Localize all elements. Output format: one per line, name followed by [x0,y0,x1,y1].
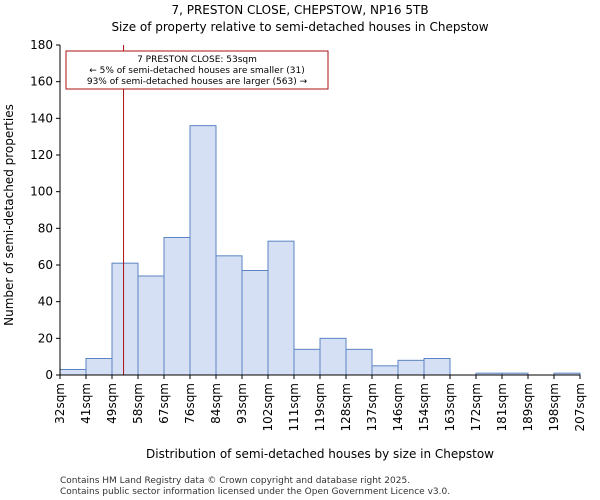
x-ticks-group: 32sqm 41sqm 49sqm 58sqm 67sqm 76sqm 84sqm 93sqm… [53,375,587,431]
y-tick-label: 80 [38,221,53,235]
y-tick-label: 0 [45,368,53,382]
bar-84sqm [215,255,243,376]
bar-32sqm [59,369,87,376]
footer-line-2: Contains public sector information licen… [60,487,450,497]
bar-111sqm [293,348,321,376]
x-tick-label: 172sqm [469,383,483,431]
annotation-line-3: 93% of semi-detached houses are larger (… [87,77,308,87]
x-axis-label: Distribution of semi-detached houses by … [146,447,494,461]
x-tick-label: 146sqm [391,383,405,431]
x-tick-label: 189sqm [521,383,535,431]
annotation-box [65,50,329,90]
chart-subtitle: Size of property relative to semi-detach… [111,20,488,34]
bar-41sqm [85,358,113,376]
x-tick-label: 58sqm [131,383,145,424]
bar-119sqm [319,337,347,376]
bar-128sqm [345,348,373,376]
annotation-line-1: 7 PRESTON CLOSE: 53sqm [137,55,257,65]
x-tick-label: 198sqm [547,383,561,431]
x-tick-label: 154sqm [417,383,431,431]
y-tick-label: 60 [38,258,53,272]
bar-146sqm [397,359,425,376]
x-tick-label: 84sqm [209,383,223,424]
chart-title: 7, PRESTON CLOSE, CHEPSTOW, NP16 5TB [171,3,428,17]
y-tick-label: 140 [30,111,53,125]
x-tick-label: 102sqm [261,383,275,431]
x-tick-label: 163sqm [443,383,457,431]
bar-154sqm [423,358,451,376]
bar-93sqm [241,270,269,376]
x-tick-label: 119sqm [313,383,327,431]
bar-58sqm [137,275,165,376]
x-tick-label: 76sqm [183,383,197,424]
y-axis-label: Number of semi-detached properties [2,104,16,326]
bar-76sqm [189,125,217,376]
x-tick-label: 32sqm [53,383,67,424]
x-tick-label: 49sqm [105,383,119,424]
y-tick-label: 120 [30,148,53,162]
annotation-line-2: ← 5% of semi-detached houses are smaller… [89,66,305,76]
x-tick-label: 128sqm [339,383,353,431]
x-tick-label: 181sqm [495,383,509,431]
y-ticks-group: 0 20 40 60 80 100 120 140 160 180 [30,38,60,382]
x-tick-label: 207sqm [573,383,587,431]
x-tick-label: 137sqm [365,383,379,431]
y-tick-label: 180 [30,38,53,52]
y-tick-label: 100 [30,185,53,199]
x-tick-label: 67sqm [157,383,171,424]
footer-line-1: Contains HM Land Registry data © Crown c… [60,476,410,486]
bar-67sqm [163,237,191,376]
x-tick-label: 41sqm [79,383,93,424]
bar-49sqm [111,262,139,376]
bar-102sqm [267,240,295,376]
x-tick-label: 93sqm [235,383,249,424]
bars-group [59,125,581,376]
y-tick-label: 20 [38,331,53,345]
y-tick-label: 160 [30,75,53,89]
bar-137sqm [371,365,399,376]
y-tick-label: 40 [38,295,53,309]
x-tick-label: 111sqm [287,383,301,431]
